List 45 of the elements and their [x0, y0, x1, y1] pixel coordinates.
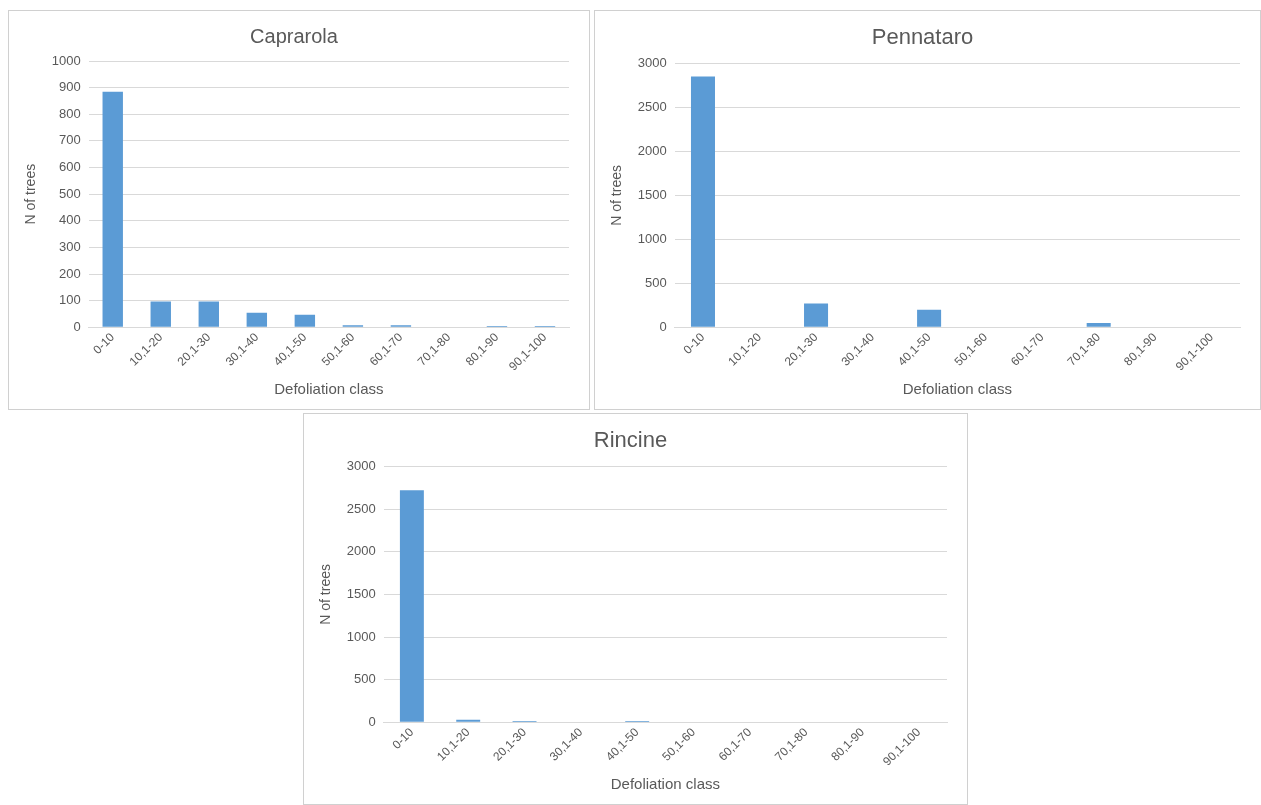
y-tick-label: 2500: [637, 98, 667, 114]
y-tick-label: 1500: [637, 186, 667, 202]
y-tick-label: 2000: [637, 142, 667, 158]
bar: [399, 490, 424, 722]
y-tick-label: 3000: [637, 54, 667, 70]
y-tick-label: 300: [59, 239, 81, 254]
chart-title: Rincine: [593, 427, 668, 453]
y-tick-label: 1000: [637, 230, 667, 246]
bar: [198, 301, 219, 327]
chart-title: Caprarola: [250, 24, 339, 47]
y-tick-label: 2000: [346, 543, 376, 559]
y-tick-label: 500: [354, 671, 376, 687]
bar: [150, 301, 171, 327]
bar: [102, 91, 123, 327]
y-tick-label: 500: [59, 185, 81, 201]
y-tick-label: 500: [645, 274, 667, 290]
x-axis-title: Defoliation class: [274, 380, 384, 398]
y-tick-label: 0: [368, 713, 376, 729]
y-tick-label: 1500: [346, 585, 376, 601]
y-tick-label: 2500: [346, 500, 376, 516]
y-tick-label: 900: [59, 79, 81, 95]
y-tick-label: 3000: [346, 457, 376, 473]
bar: [804, 303, 829, 327]
y-tick-label: 600: [59, 159, 81, 175]
bar: [294, 314, 316, 327]
x-axis-title: Defoliation class: [902, 380, 1012, 398]
bar: [690, 76, 715, 327]
y-axis-title: N of trees: [608, 165, 625, 226]
y-tick-label: 1000: [346, 628, 376, 644]
y-tick-label: 1000: [51, 52, 81, 68]
bar: [917, 309, 942, 327]
y-tick-label: 200: [59, 265, 81, 281]
y-axis-title: N of trees: [317, 564, 334, 625]
y-tick-label: 700: [59, 132, 81, 148]
y-tick-label: 100: [59, 292, 81, 308]
x-axis-title: Defoliation class: [610, 775, 720, 793]
bar: [246, 312, 268, 327]
chart-title: Pennataro: [871, 24, 974, 50]
y-axis-title: N of trees: [22, 163, 39, 225]
bar: [456, 719, 481, 722]
bar: [1086, 322, 1111, 327]
y-tick-label: 0: [659, 318, 667, 334]
y-tick-label: 800: [59, 105, 81, 121]
y-tick-label: 400: [59, 212, 81, 228]
y-tick-label: 0: [73, 318, 81, 334]
